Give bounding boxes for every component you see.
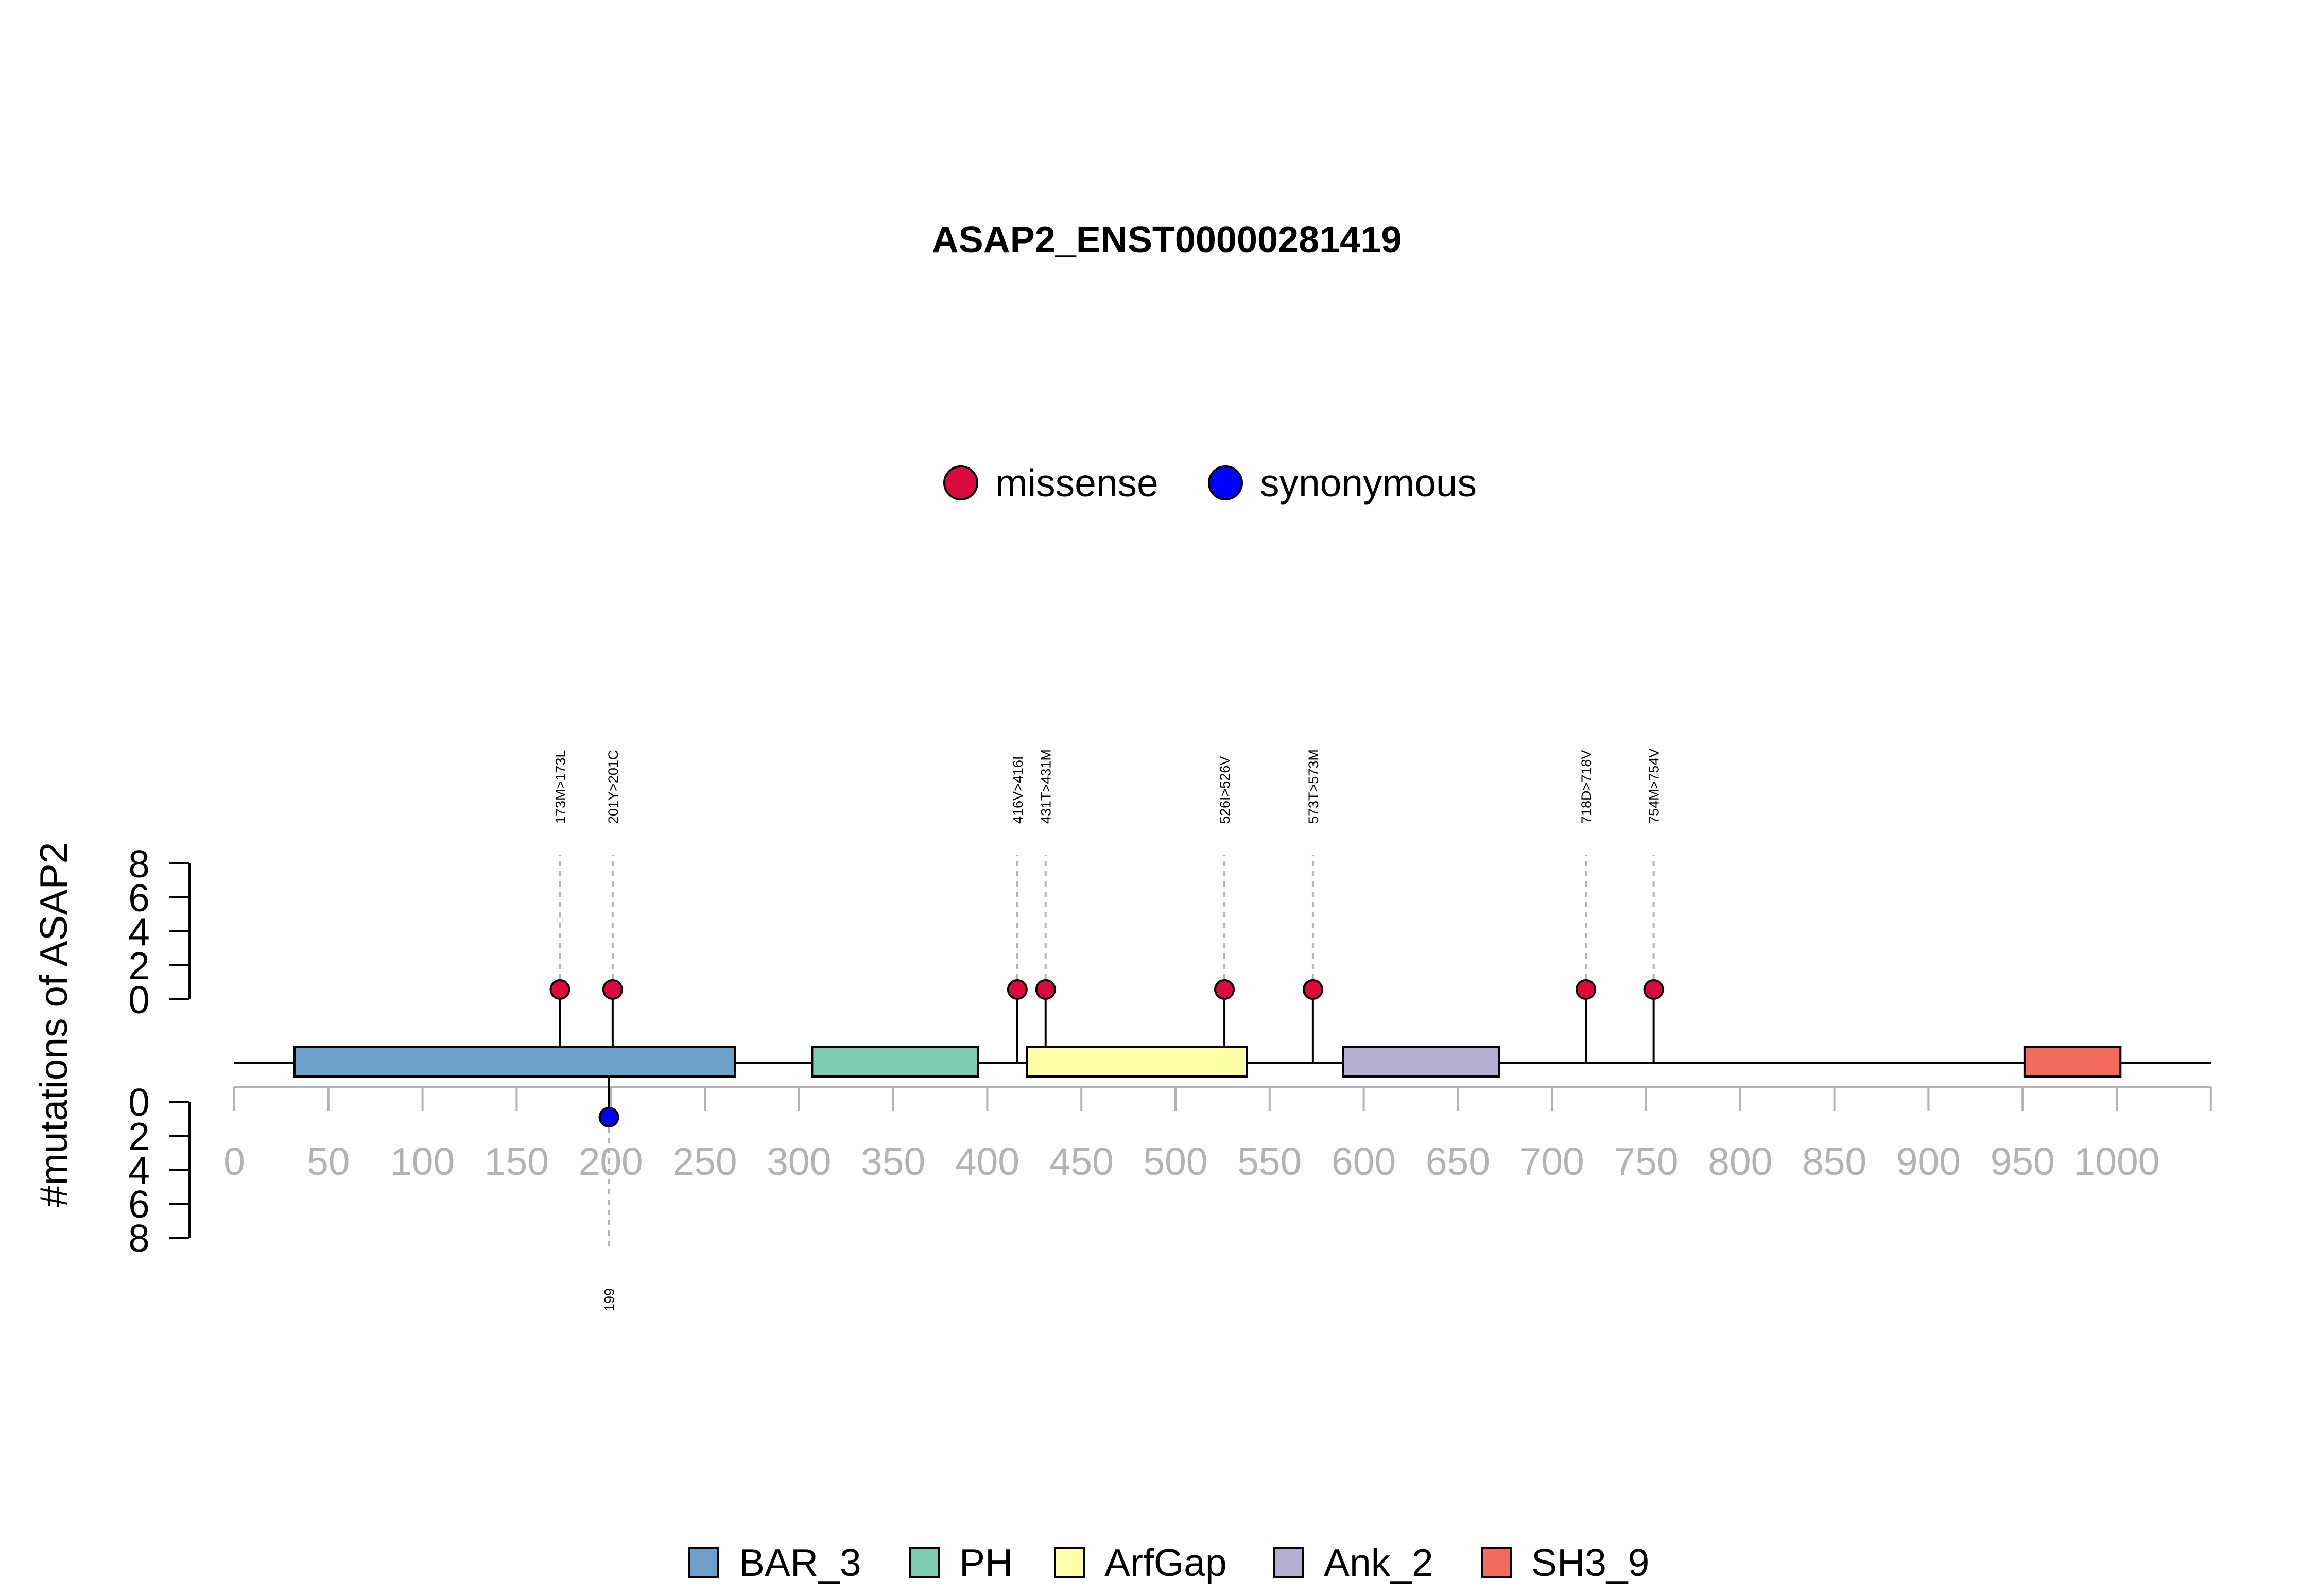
legend-synonymous-marker: [1208, 465, 1243, 500]
mutation-label: 431T>431M: [1039, 749, 1054, 824]
x-tick-label: 850: [1802, 1140, 1866, 1183]
x-tick-label: 550: [1237, 1140, 1302, 1183]
x-tick-label: 400: [955, 1140, 1019, 1183]
legend-PH-label: PH: [959, 1541, 1013, 1584]
mutation-label: 201Y>201C: [606, 750, 621, 824]
x-tick-label: 650: [1426, 1140, 1490, 1183]
legend-ArfGap-label: ArfGap: [1104, 1541, 1227, 1584]
x-tick-label: 600: [1332, 1140, 1396, 1183]
legend-missense-marker: [943, 465, 978, 500]
x-tick-label: 150: [485, 1140, 549, 1183]
mutation-point: [549, 979, 570, 1000]
x-tick-label: 500: [1143, 1140, 1207, 1183]
domain-Ank_2: [1342, 1046, 1500, 1078]
mutation-point: [1214, 979, 1235, 1000]
legend-Ank_2-swatch: [1273, 1547, 1304, 1578]
legend-Ank_2-label: Ank_2: [1324, 1541, 1433, 1584]
mutation-label: 754M>754V: [1647, 749, 1662, 824]
mutation-point: [1035, 979, 1056, 1000]
mutation-points: [549, 979, 1664, 1127]
mutation-point: [1007, 979, 1028, 1000]
y-tick-label-lower: 6: [128, 1183, 150, 1226]
legend-PH-swatch: [909, 1547, 940, 1578]
y-tick-label-lower: 0: [128, 1081, 150, 1124]
y-tick-label-upper: 2: [128, 944, 150, 987]
mutation-legend: missense synonymous: [943, 461, 1477, 505]
mutation-point: [1576, 979, 1597, 1000]
y-tick-label-upper: 6: [128, 876, 150, 920]
x-axis: 0 50 100 150 200 250 300 350 400 450 500 550 600 650 7…: [223, 1086, 2212, 1183]
mutation-label: 573T>573M: [1306, 749, 1321, 824]
x-tick-label: 700: [1520, 1140, 1584, 1183]
mutation-label: 416V>416I: [1010, 756, 1026, 824]
legend-synonymous-label: synonymous: [1260, 461, 1477, 505]
domain-SH3_9: [2023, 1046, 2122, 1078]
x-tick-label: 950: [1991, 1140, 2055, 1183]
x-tick-label: 0: [223, 1140, 245, 1183]
domain-legend: BAR_3 PH ArfGap Ank_2 SH3_9: [688, 1541, 1649, 1584]
y-tick-label-upper: 4: [128, 910, 150, 953]
y-tick-label-upper: 0: [128, 978, 150, 1021]
domain-PH: [811, 1046, 979, 1078]
legend-SH3_9-swatch: [1481, 1547, 1512, 1578]
mutation-label: 173M>173L: [552, 750, 568, 824]
mutation-labels: 173M>173L 201Y>201C 416V>416I 431T>431M 526I…: [552, 749, 1662, 1311]
x-tick-label: 250: [672, 1140, 737, 1183]
legend-ArfGap-swatch: [1054, 1547, 1085, 1578]
mutation-point: [598, 1107, 619, 1127]
x-tick-label: 300: [767, 1140, 831, 1183]
protein-domains: [293, 1046, 2122, 1078]
legend-missense-label: missense: [995, 461, 1158, 505]
x-tick-label: 200: [579, 1140, 643, 1183]
legend-SH3_9-label: SH3_9: [1531, 1541, 1649, 1584]
x-tick-label: 1000: [2074, 1140, 2160, 1183]
y-tick-label-upper: 8: [128, 842, 150, 886]
x-tick-label: 100: [390, 1140, 455, 1183]
y-tick-label-lower: 2: [128, 1115, 150, 1158]
mutation-label: 526I>526V: [1217, 756, 1233, 824]
x-tick-label: 750: [1614, 1140, 1678, 1183]
x-tick-label: 800: [1708, 1140, 1772, 1183]
domain-BAR_3: [293, 1046, 736, 1078]
legend-BAR_3-swatch: [688, 1547, 719, 1578]
mutation-point: [602, 979, 623, 1000]
legend-BAR_3-label: BAR_3: [739, 1541, 861, 1584]
x-tick-label: 450: [1049, 1140, 1114, 1183]
x-tick-label: 900: [1896, 1140, 1961, 1183]
x-tick-label: 350: [861, 1140, 925, 1183]
domain-ArfGap: [1026, 1046, 1248, 1078]
y-axis-label: #mutations of ASAP2: [32, 842, 75, 1207]
y-tick-label-lower: 4: [128, 1149, 150, 1192]
y-tick-label-lower: 8: [128, 1217, 150, 1260]
x-tick-label: 50: [307, 1140, 350, 1183]
mutation-label: 199: [602, 1288, 617, 1311]
mutation-label: 718D>718V: [1579, 750, 1594, 824]
mutation-point: [1643, 979, 1664, 1000]
mutation-point: [1302, 979, 1323, 1000]
chart-title: ASAP2_ENST00000281419: [932, 219, 1402, 261]
